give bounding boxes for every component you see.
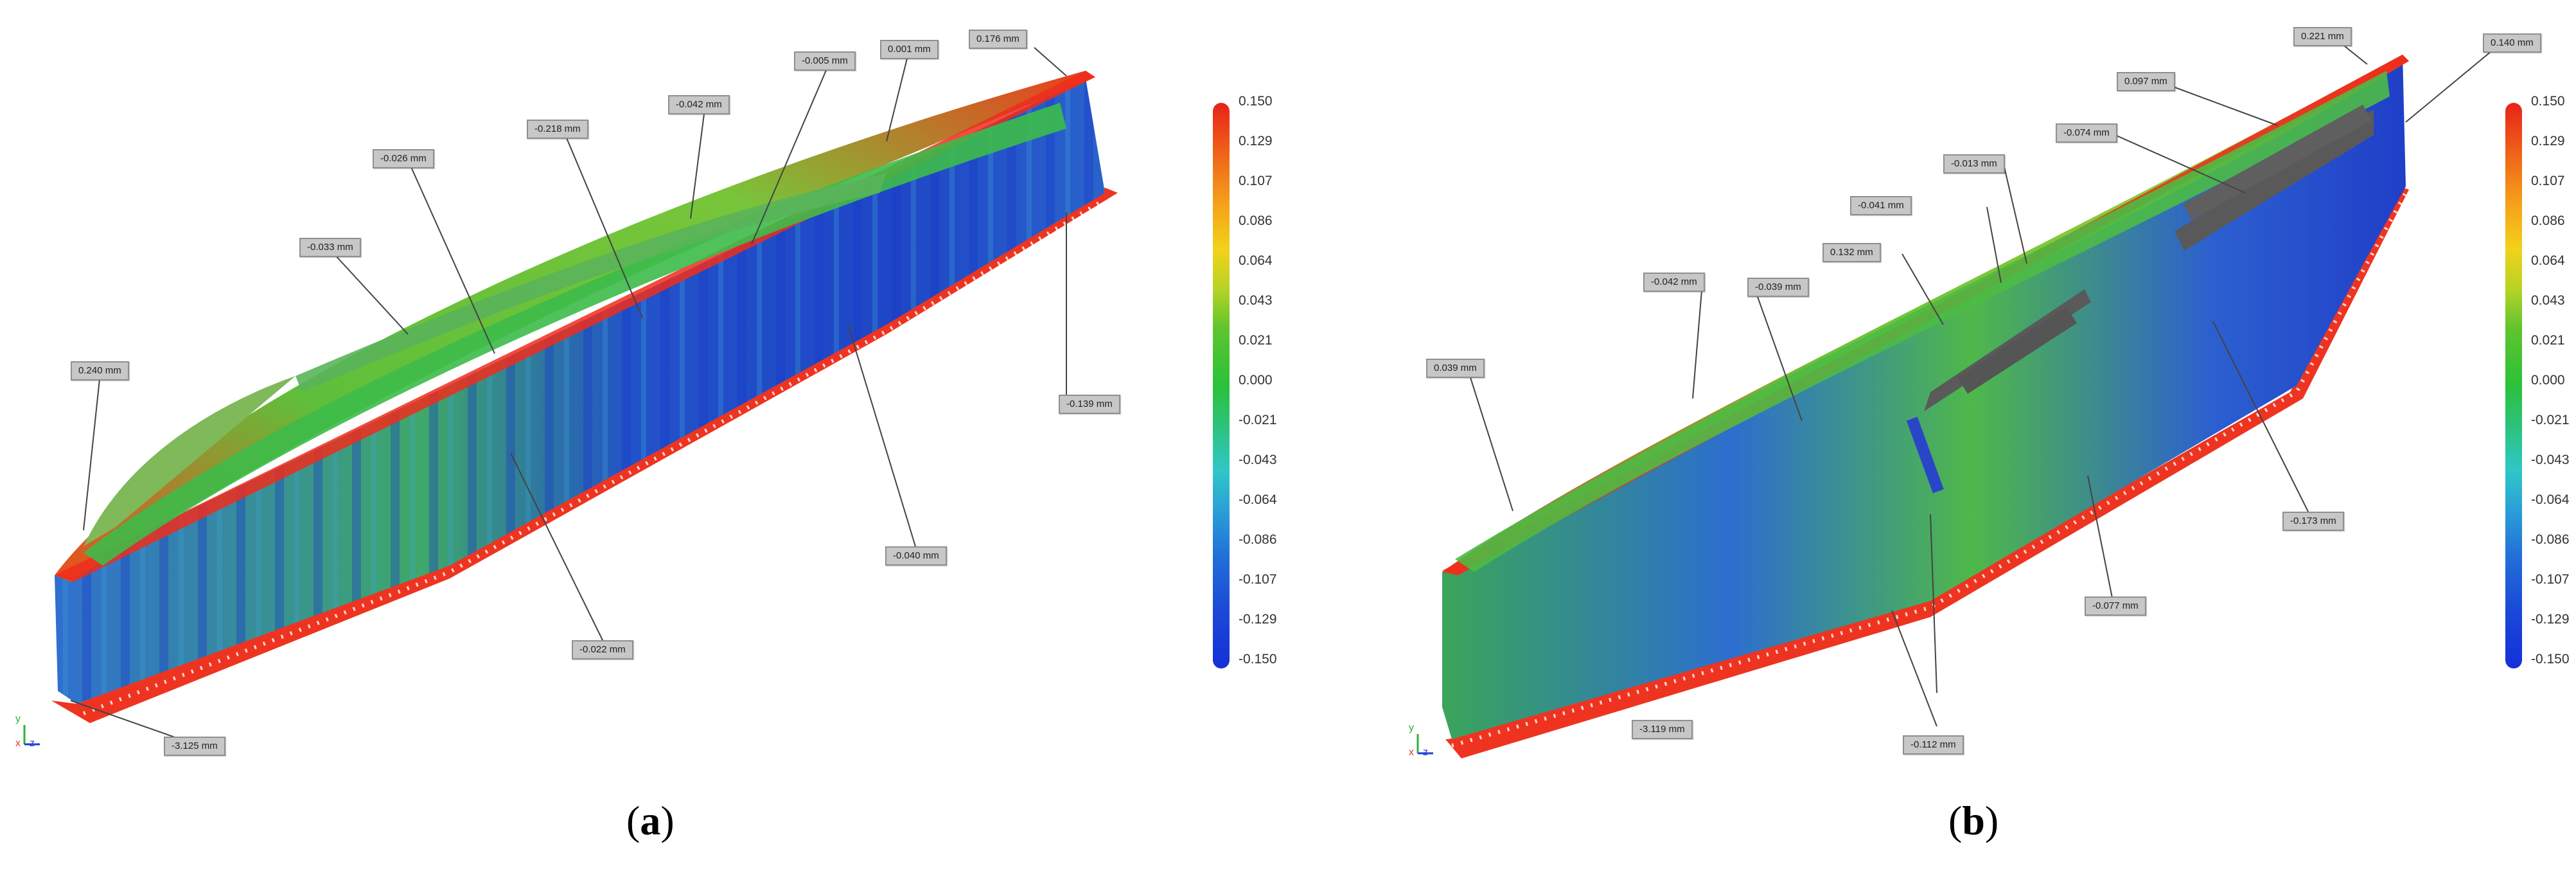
axis-y-label: y <box>15 713 21 724</box>
deviation-callout: -0.013 mm <box>1943 154 2005 174</box>
scale-tick: -0.064 <box>1239 492 1277 507</box>
caption-b: (b) <box>1948 798 1999 843</box>
scale-tick: -0.064 <box>2531 492 2570 507</box>
deviation-callout: 0.176 mm <box>969 30 1027 49</box>
scale-tick: 0.129 <box>2531 134 2565 148</box>
deviation-callout: -0.033 mm <box>299 238 361 257</box>
deviation-callout: -0.074 mm <box>2056 123 2117 143</box>
deviation-callout: 0.132 mm <box>1822 243 1881 262</box>
deviation-callout: 0.001 mm <box>880 40 939 59</box>
deviation-callout: -0.139 mm <box>1059 395 1120 414</box>
deviation-callout: -0.041 mm <box>1850 196 1912 215</box>
scale-tick: 0.086 <box>2531 213 2565 228</box>
deviation-map-a <box>23 47 1118 746</box>
scale-tick: -0.150 <box>2531 652 2570 667</box>
scale-tick: 0.000 <box>2531 373 2565 388</box>
deviation-callout: -0.022 mm <box>572 640 633 659</box>
panel-b: 0.221 mm 0.140 mm 0.097 mm -0.074 mm -0.… <box>1288 0 2576 869</box>
scale-tick: -0.086 <box>1239 532 1277 547</box>
scale-tick: -0.043 <box>1239 452 1277 467</box>
scale-tick: 0.064 <box>2531 253 2565 268</box>
scale-tick: 0.086 <box>1239 213 1273 228</box>
deviation-callout: -0.042 mm <box>668 95 730 114</box>
scale-tick: -0.107 <box>2531 572 2570 587</box>
scale-tick: -0.150 <box>1239 652 1277 667</box>
scale-tick: 0.043 <box>2531 293 2565 308</box>
axis-y-label: y <box>1409 722 1414 733</box>
deviation-callout: -3.125 mm <box>164 737 225 756</box>
color-scale-bar <box>1213 103 1230 668</box>
scale-tick: -0.043 <box>2531 452 2570 467</box>
scale-tick: -0.129 <box>2531 612 2570 627</box>
scale-tick: -0.107 <box>1239 572 1277 587</box>
deviation-callout: -0.026 mm <box>373 149 434 168</box>
deviation-callout: -0.040 mm <box>885 546 947 566</box>
color-scale-bar <box>2505 103 2522 668</box>
scale-tick: 0.064 <box>1239 253 1273 268</box>
scale-tick: 0.043 <box>1239 293 1273 308</box>
deviation-callout: -0.112 mm <box>1903 735 1964 755</box>
deviation-callout: -0.077 mm <box>2085 596 2146 616</box>
scale-tick: 0.129 <box>1239 134 1273 148</box>
scale-tick: 0.150 <box>2531 94 2565 109</box>
panel-a: 0.176 mm 0.001 mm -0.005 mm -0.042 mm -0… <box>15 30 1277 843</box>
scale-tick: 0.107 <box>2531 174 2565 188</box>
deviation-callout: 0.097 mm <box>2117 72 2175 91</box>
caption-a: (a) <box>626 798 675 843</box>
axis-x-label: x <box>15 738 21 749</box>
deviation-callout: -0.039 mm <box>1747 278 1809 297</box>
deviation-callout: -0.042 mm <box>1643 273 1705 292</box>
deviation-callout: 0.140 mm <box>2483 33 2541 53</box>
deviation-callout: -3.119 mm <box>1632 720 1693 739</box>
scale-tick: -0.021 <box>2531 413 2570 427</box>
deviation-callout: 0.039 mm <box>1426 359 1485 378</box>
scale-tick: -0.021 <box>1239 413 1277 427</box>
scale-tick: 0.000 <box>1239 373 1273 388</box>
deviation-callout: 0.221 mm <box>2293 27 2352 46</box>
scale-tick: 0.107 <box>1239 174 1273 188</box>
deviation-callout: 0.240 mm <box>71 361 129 381</box>
deviation-callout: -0.173 mm <box>2282 512 2344 531</box>
scale-tick: 0.021 <box>2531 333 2565 348</box>
scale-tick: 0.150 <box>1239 94 1273 109</box>
axis-z-label: z <box>30 738 35 749</box>
hull-side-b <box>1442 55 2406 739</box>
deviation-callout: -0.218 mm <box>527 120 588 139</box>
scale-tick: 0.021 <box>1239 333 1273 348</box>
axis-z-label: z <box>1423 747 1428 758</box>
scale-tick: -0.086 <box>2531 532 2570 547</box>
deviation-callout: -0.005 mm <box>794 51 856 71</box>
scale-tick: -0.129 <box>1239 612 1277 627</box>
deviation-map-b <box>1416 44 2500 758</box>
axis-x-label: x <box>1409 747 1414 758</box>
